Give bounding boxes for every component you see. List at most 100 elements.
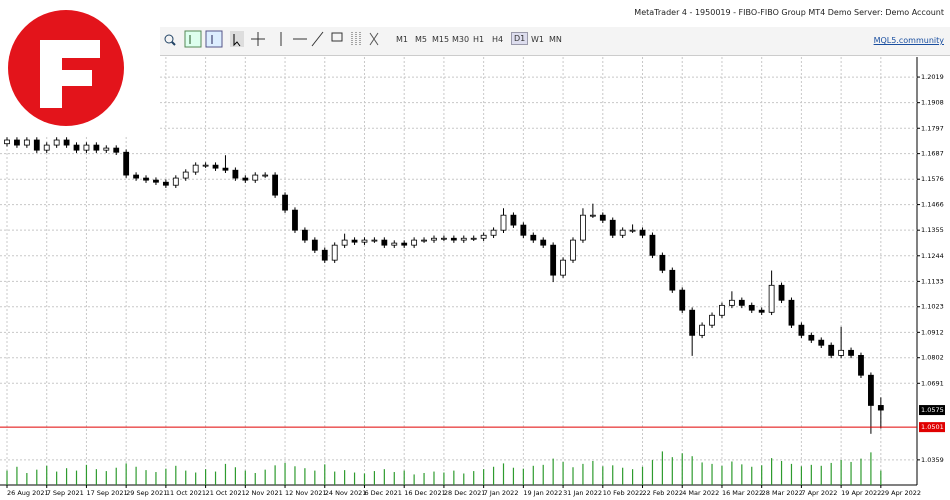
candle-body (669, 269, 676, 291)
candle-body (431, 237, 437, 241)
candle-body (788, 299, 795, 326)
candle-body (153, 179, 159, 183)
candle-body (272, 174, 279, 196)
y-tick-label: 1.1576 (921, 175, 944, 183)
candle-body (311, 239, 318, 251)
y-tick-label: 1.0359 (921, 456, 944, 464)
x-tick-label: 26 Aug 2021 (7, 489, 49, 497)
candle-body (182, 171, 189, 179)
candle-body (133, 174, 139, 179)
timeframe-button[interactable]: M15 (432, 35, 450, 44)
x-tick-label: 2 Nov 2021 (245, 489, 283, 497)
candle-body (83, 144, 90, 151)
timeframe-button[interactable]: W1 (531, 35, 544, 44)
candle-body (808, 334, 815, 341)
timeframe-button[interactable]: D1 (511, 32, 529, 45)
candle-body (719, 304, 725, 316)
candle-body (580, 214, 586, 241)
x-tick-label: 19 Jan 2022 (523, 489, 562, 497)
x-tick-label: 29 Apr 2022 (881, 489, 921, 497)
timeframe-button[interactable]: M30 (452, 35, 470, 44)
candle-body (113, 147, 120, 153)
candle-body (768, 284, 775, 313)
candle-body (331, 244, 338, 261)
timeframe-button[interactable]: M5 (415, 35, 427, 44)
logo (0, 0, 160, 135)
y-tick-label: 1.1133 (921, 277, 944, 285)
candle-body (450, 237, 457, 241)
price-axis-bg (917, 57, 950, 485)
candle-body (93, 144, 100, 151)
candle-body (758, 309, 765, 313)
candle-body (689, 309, 696, 336)
y-tick-label: 1.0912 (921, 328, 944, 336)
x-tick-label: 11 Oct 2021 (166, 489, 206, 497)
y-tick-label: 1.0691 (921, 379, 944, 387)
candle-body (381, 239, 388, 246)
candle-body (778, 284, 785, 301)
x-tick-label: 21 Oct 2021 (206, 489, 246, 497)
candle-body (480, 234, 487, 239)
x-tick-label: 19 Apr 2022 (841, 489, 881, 497)
candle-body (222, 167, 229, 171)
timeframe-button[interactable]: H1 (473, 35, 485, 44)
candle-body (23, 139, 30, 146)
candle-body (709, 314, 715, 326)
candle-body (500, 214, 507, 231)
candle-body (858, 355, 864, 376)
candle-body (4, 139, 10, 145)
bid-box (919, 422, 945, 433)
candle-body (818, 339, 825, 346)
y-tick-label: 1.1687 (921, 150, 944, 158)
candle-body (262, 174, 269, 177)
candle-body (609, 219, 616, 236)
candle-body (530, 234, 537, 241)
candle-body (123, 151, 130, 176)
y-tick-label: 1.1244 (921, 252, 944, 260)
last-price-box (919, 405, 945, 416)
x-tick-label: 12 Nov 2021 (285, 489, 327, 497)
candle-body (490, 229, 497, 236)
x-tick-label: 17 Sep 2021 (86, 489, 127, 497)
timeframe-button[interactable]: M1 (396, 35, 408, 44)
candle-body (361, 239, 368, 243)
x-tick-label: 7 Apr 2022 (801, 489, 837, 497)
candle-body (550, 244, 557, 276)
x-tick-label: 16 Dec 2021 (404, 489, 446, 497)
candle-body (401, 242, 408, 246)
last-price-label: 1.0575 (921, 406, 944, 414)
x-tick-label: 7 Jan 2022 (484, 489, 519, 497)
candle-body (470, 237, 477, 240)
candle-body (242, 177, 249, 181)
candle-body (828, 344, 835, 356)
candle-body (649, 234, 656, 256)
candle-body (460, 237, 467, 241)
y-tick-label: 1.1797 (921, 124, 944, 132)
y-tick-label: 1.1908 (921, 99, 944, 107)
candle-body (639, 229, 646, 236)
candle-body (619, 229, 626, 236)
x-tick-label: 4 Mar 2022 (682, 489, 719, 497)
x-tick-label: 24 Nov 2021 (325, 489, 367, 497)
timeframe-button[interactable]: MN (549, 35, 562, 44)
candle-body (798, 324, 805, 336)
x-tick-label: 22 Feb 2022 (643, 489, 683, 497)
x-tick-label: 7 Sep 2021 (47, 489, 84, 497)
timeframe-button[interactable]: H4 (492, 35, 504, 44)
candle-body (172, 177, 179, 186)
candle-body (421, 239, 427, 242)
candle-body (53, 139, 60, 146)
candle-body (728, 299, 735, 306)
candle-body (63, 139, 70, 146)
mql5-link[interactable]: MQL5.community (873, 36, 944, 45)
candle-body (202, 164, 209, 167)
candle-body (629, 229, 636, 232)
candle-body (292, 209, 298, 231)
candle-body (659, 254, 666, 271)
candle-body (103, 147, 110, 151)
y-tick-label: 1.0802 (921, 354, 944, 362)
candle-body (282, 194, 288, 211)
x-tick-label: 29 Sep 2021 (126, 489, 167, 497)
toolbar-icons[interactable] (160, 27, 550, 55)
